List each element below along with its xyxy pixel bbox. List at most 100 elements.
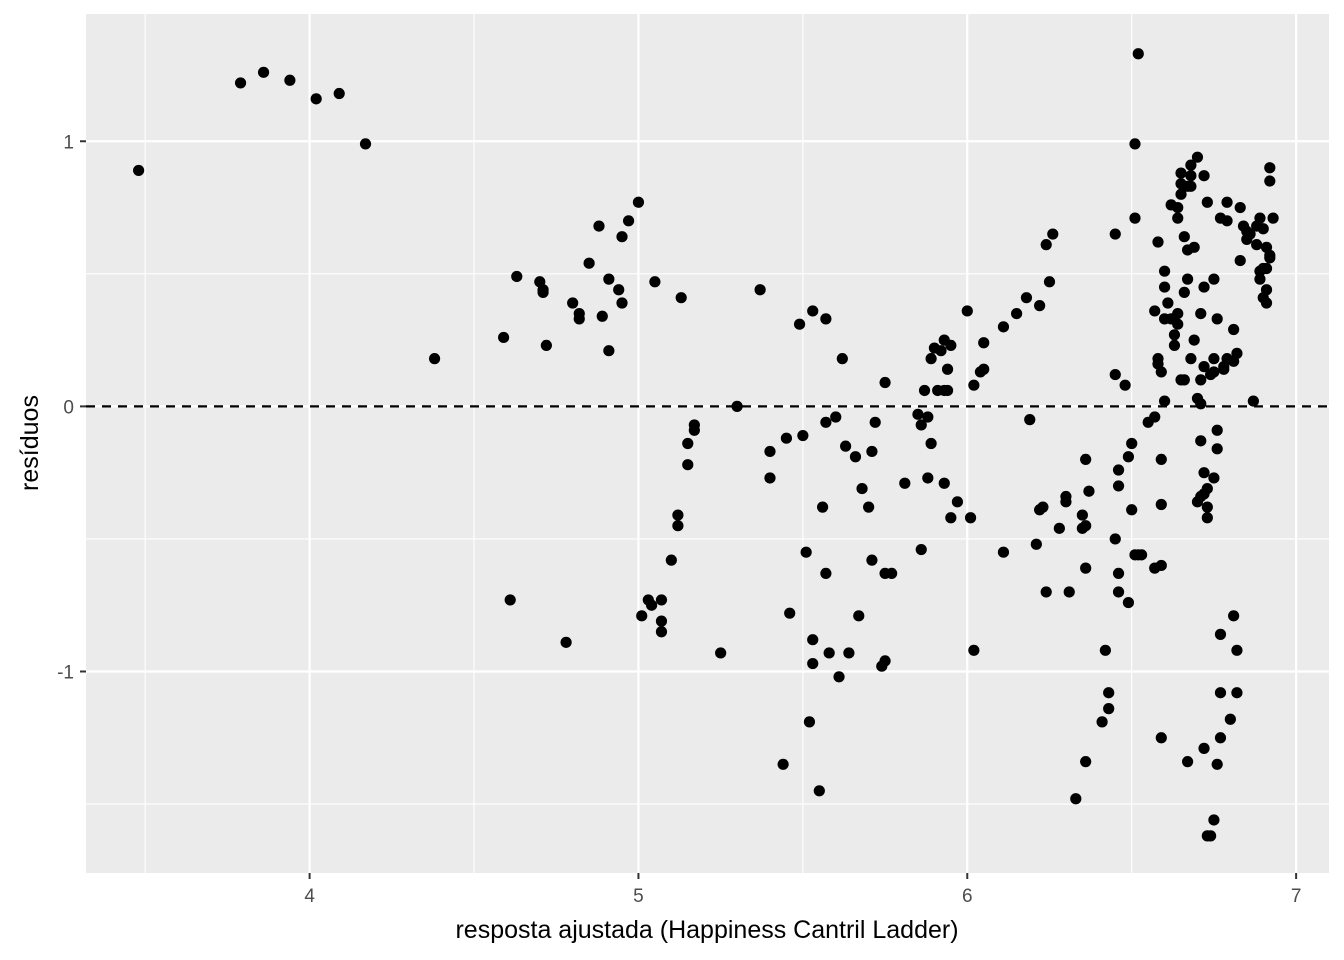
data-point: [1178, 231, 1190, 243]
data-point: [1198, 742, 1210, 754]
data-point: [1198, 281, 1210, 293]
data-point: [820, 313, 832, 325]
x-axis-tick-label: 5: [633, 886, 644, 907]
data-point: [807, 657, 819, 670]
data-point: [1214, 732, 1227, 744]
data-point: [1188, 241, 1200, 253]
data-point: [816, 501, 829, 513]
data-point: [1175, 167, 1187, 179]
data-point: [655, 615, 668, 627]
data-point: [1211, 443, 1223, 455]
data-point: [359, 138, 372, 150]
data-point: [1251, 239, 1263, 251]
data-point: [649, 276, 661, 288]
data-point: [688, 424, 700, 436]
data-point: [866, 445, 878, 458]
data-point: [603, 345, 615, 357]
data-point: [1076, 509, 1088, 521]
data-point: [1060, 490, 1072, 503]
data-point: [925, 437, 937, 450]
data-point: [1172, 307, 1184, 320]
x-axis-tick-label: 6: [962, 886, 973, 907]
data-point: [863, 501, 875, 513]
data-point: [731, 400, 743, 412]
data-point: [800, 546, 812, 558]
data-point: [1047, 228, 1059, 240]
data-point: [803, 716, 816, 728]
data-point: [1198, 361, 1210, 373]
data-point: [1109, 228, 1121, 240]
data-point: [1096, 716, 1108, 728]
data-point: [573, 313, 585, 325]
data-point: [1201, 512, 1213, 524]
data-points: [133, 48, 1279, 842]
data-point: [1185, 353, 1197, 365]
data-point: [596, 310, 608, 322]
data-point: [1205, 830, 1217, 842]
data-point: [1234, 254, 1246, 267]
data-point: [1185, 170, 1197, 182]
data-point: [1080, 520, 1092, 532]
data-point: [1149, 411, 1161, 423]
data-point: [1126, 504, 1138, 516]
data-point: [820, 567, 832, 580]
data-point: [1132, 48, 1144, 60]
data-point: [1135, 549, 1148, 561]
data-point: [1109, 533, 1121, 545]
y-axis-title: resíduos: [16, 395, 44, 491]
data-point: [1083, 485, 1095, 497]
data-point: [1172, 212, 1184, 224]
data-point: [1175, 188, 1187, 200]
data-point: [498, 331, 510, 344]
data-point: [961, 305, 973, 317]
data-point: [1228, 323, 1240, 336]
data-point: [655, 594, 668, 606]
y-axis-tick-label: 1: [63, 132, 74, 153]
data-point: [866, 554, 878, 566]
data-point: [978, 337, 990, 349]
data-point: [1257, 223, 1269, 235]
data-point: [964, 512, 977, 524]
data-point: [1231, 687, 1243, 699]
data-point: [234, 77, 247, 89]
minor-gridlines: [86, 14, 1329, 873]
data-point: [886, 567, 898, 580]
data-point: [1260, 284, 1273, 296]
data-point: [1264, 162, 1276, 174]
data-point: [1182, 756, 1194, 768]
data-point: [1214, 687, 1227, 699]
data-point: [1034, 300, 1046, 312]
data-point: [1247, 395, 1259, 407]
data-point: [1264, 175, 1276, 187]
data-point: [133, 164, 145, 177]
data-point: [1158, 281, 1171, 293]
data-point: [1224, 713, 1236, 725]
data-point: [1208, 366, 1220, 378]
data-point: [560, 636, 572, 648]
data-point: [1122, 596, 1135, 609]
data-point: [836, 353, 848, 365]
data-point: [1267, 212, 1279, 224]
data-point: [1211, 313, 1223, 325]
data-point: [1103, 687, 1115, 699]
data-point: [833, 671, 845, 683]
data-point: [793, 318, 806, 330]
data-point: [813, 785, 825, 797]
axis-ticks: [80, 140, 1298, 879]
data-point: [764, 472, 776, 484]
data-point: [1208, 472, 1220, 484]
x-axis-tick-label: 4: [304, 886, 315, 907]
data-point: [1122, 451, 1135, 463]
data-point: [1080, 453, 1092, 466]
data-point: [1195, 307, 1207, 320]
data-point: [1112, 480, 1125, 492]
data-point: [1155, 498, 1167, 511]
data-point: [1254, 273, 1266, 285]
data-point: [665, 554, 677, 566]
data-point: [1155, 453, 1167, 466]
data-point: [1231, 644, 1243, 656]
data-point: [1119, 379, 1131, 391]
data-point: [1231, 347, 1243, 359]
